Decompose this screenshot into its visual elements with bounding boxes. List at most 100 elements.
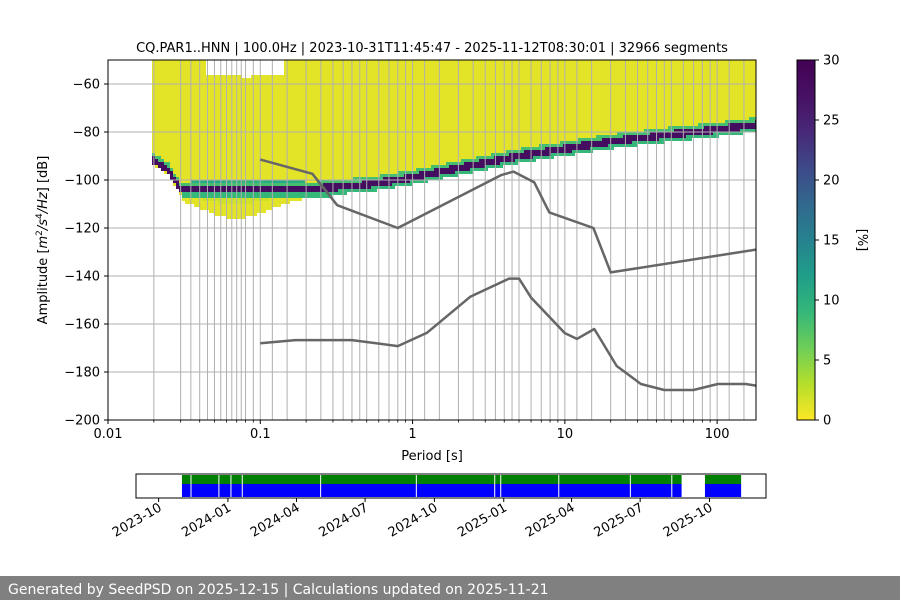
heatmap-cell [455,138,458,141]
heatmap-cell [302,60,305,63]
heatmap-cell [275,78,278,81]
heatmap-cell [335,102,338,105]
heatmap-cell [284,168,287,171]
heatmap-cell [332,174,335,177]
heatmap-cell [275,201,278,204]
heatmap-cell [425,123,428,126]
heatmap-cell [443,111,446,114]
heatmap-cell [455,69,458,72]
heatmap-cell [437,159,440,162]
heatmap-cell [419,87,422,90]
heatmap-cell [290,147,293,150]
heatmap-cell [326,138,329,141]
heatmap-cell [344,123,347,126]
heatmap-cell [347,159,350,162]
heatmap-cell [392,153,395,156]
heatmap-cell [368,150,371,153]
heatmap-cell [452,78,455,81]
heatmap-cell [437,120,440,123]
heatmap-cell [221,102,224,105]
heatmap-cell [155,144,158,147]
heatmap-cell [227,75,230,78]
heatmap-cell [182,195,185,198]
heatmap-cell [353,159,356,162]
heatmap-cell [266,165,269,168]
heatmap-cell [164,141,167,144]
heatmap-cell [215,126,218,129]
heatmap-cell [215,78,218,81]
heatmap-cell [281,114,284,117]
heatmap-cell [419,99,422,102]
heatmap-cell [182,180,185,183]
heatmap-cell [440,117,443,120]
heatmap-cell [194,120,197,123]
heatmap-cell [476,117,479,120]
heatmap-cell [425,60,428,63]
heatmap-cell [299,198,302,201]
heatmap-cell [341,105,344,108]
heatmap-cell [314,81,317,84]
heatmap-cell [407,72,410,75]
heatmap-cell [293,78,296,81]
heatmap-cell [323,195,326,198]
heatmap-cell [341,138,344,141]
heatmap-cell [176,87,179,90]
heatmap-cell [236,93,239,96]
heatmap-cell [329,93,332,96]
heatmap-cell [353,141,356,144]
heatmap-cell [425,168,428,171]
heatmap-cell [344,60,347,63]
heatmap-cell [317,162,320,165]
heatmap-cell [227,114,230,117]
heatmap-cell [434,138,437,141]
heatmap-cell [161,69,164,72]
heatmap-cell [446,60,449,63]
heatmap-cell [392,162,395,165]
heatmap-cell [317,69,320,72]
heatmap-cell [299,165,302,168]
heatmap-cell [245,123,248,126]
heatmap-cell [407,117,410,120]
heatmap-cell [194,141,197,144]
heatmap-cell [323,150,326,153]
heatmap-cell [425,120,428,123]
heatmap-cell [428,87,431,90]
heatmap-cell [368,183,371,186]
heatmap-cell [167,129,170,132]
heatmap-cell [458,105,461,108]
heatmap-cell [422,171,425,174]
heatmap-cell [338,120,341,123]
heatmap-cell [380,66,383,69]
heatmap-cell [236,204,239,207]
heatmap-cell [371,108,374,111]
heatmap-cell [194,168,197,171]
heatmap-cell [182,75,185,78]
heatmap-cell [296,150,299,153]
heatmap-cell [392,150,395,153]
heatmap-cell [236,78,239,81]
heatmap-cell [251,150,254,153]
heatmap-cell [227,177,230,180]
heatmap-cell [254,174,257,177]
heatmap-cell [368,144,371,147]
heatmap-cell [173,129,176,132]
heatmap-cell [212,114,215,117]
heatmap-cell [428,93,431,96]
heatmap-cell [272,195,275,198]
heatmap-column [242,78,245,219]
heatmap-cell [389,75,392,78]
heatmap-cell [425,138,428,141]
heatmap-cell [374,135,377,138]
heatmap-cell [461,69,464,72]
heatmap-cell [425,96,428,99]
heatmap-cell [470,69,473,72]
heatmap-cell [362,189,365,192]
heatmap-cell [215,204,218,207]
heatmap-cell [452,162,455,165]
heatmap-cell [296,105,299,108]
heatmap-cell [473,162,476,165]
heatmap-cell [296,171,299,174]
heatmap-cell [194,126,197,129]
heatmap-cell [176,93,179,96]
heatmap-cell [359,129,362,132]
